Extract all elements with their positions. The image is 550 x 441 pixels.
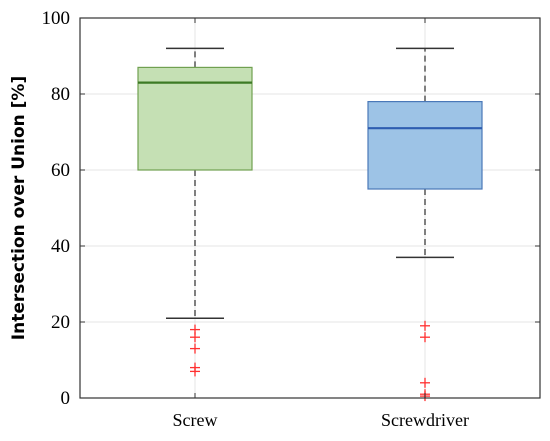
- y-axis-label: Intersection over Union [%]: [9, 76, 29, 340]
- y-tick-label: 20: [51, 312, 70, 333]
- x-axis-ticks: Screw Screwdriver: [173, 18, 469, 430]
- y-axis-ticks: 0 20 40 60 80 100: [42, 8, 540, 409]
- y-tick-label: 100: [42, 8, 71, 29]
- x-tick-label: Screw: [173, 410, 218, 430]
- y-tick-label: 40: [51, 236, 70, 257]
- box-group: [137, 47, 253, 377]
- x-tick-label: Screwdriver: [381, 410, 469, 430]
- box-group: [367, 47, 483, 402]
- box-series: [137, 47, 483, 402]
- y-tick-label: 80: [51, 84, 70, 105]
- box-iqr: [137, 66, 253, 171]
- y-tick-label: 0: [61, 388, 71, 409]
- plot-frame: [79, 17, 541, 399]
- y-tick-label: 60: [51, 160, 70, 181]
- box-iqr: [367, 100, 483, 190]
